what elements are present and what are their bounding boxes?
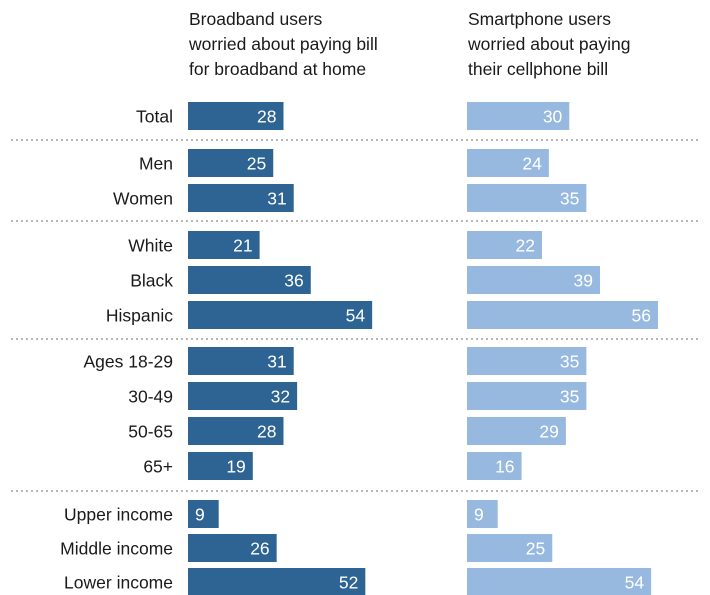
bar (467, 417, 566, 445)
data-label: 35 (560, 387, 579, 407)
data-label: 39 (574, 271, 593, 291)
category-label: Middle income (60, 539, 173, 559)
data-label: 22 (516, 236, 535, 256)
bar (188, 149, 274, 177)
data-label: 30 (543, 107, 563, 127)
bar (188, 417, 284, 445)
data-label: 54 (625, 573, 645, 593)
panel-header-line: Broadband users (189, 9, 323, 29)
data-label: 19 (226, 457, 245, 477)
category-label: Women (113, 189, 173, 209)
data-label: 21 (233, 236, 252, 256)
data-label: 36 (284, 271, 303, 291)
bar (188, 452, 253, 480)
data-label: 28 (257, 107, 276, 127)
category-label: Men (139, 154, 173, 174)
panel-header-line: for broadband at home (189, 59, 366, 79)
category-label: Black (130, 271, 173, 291)
bar (188, 382, 298, 410)
bar (467, 452, 522, 480)
category-label: White (128, 236, 173, 256)
bar (467, 231, 543, 259)
data-label: 25 (247, 154, 266, 174)
bar (188, 184, 294, 212)
category-label: 50-65 (128, 422, 173, 442)
data-label: 32 (271, 387, 290, 407)
bars (188, 102, 658, 595)
bar (188, 534, 277, 562)
bar (467, 382, 587, 410)
bar (467, 534, 553, 562)
bar (188, 231, 260, 259)
data-label: 9 (474, 505, 484, 525)
value-labels: 2825312136543132281992652302435223956353… (195, 107, 651, 593)
category-labels: Total Men Women White Black Hispanic Ages 18-2… (60, 107, 173, 593)
data-label: 56 (631, 306, 650, 326)
category-label: 65+ (143, 457, 173, 477)
data-label: 26 (250, 539, 269, 559)
data-label: 25 (526, 539, 545, 559)
bar (467, 301, 658, 329)
panel-headers: Broadband users worried about paying bill… (188, 9, 630, 79)
panel-header-2: Smartphone users worried about paying thei… (467, 9, 630, 79)
data-label: 9 (195, 505, 205, 525)
data-label: 16 (495, 457, 514, 477)
panel-header-line: their cellphone bill (468, 59, 608, 79)
bar (188, 301, 373, 329)
category-label: Hispanic (106, 306, 173, 326)
data-label: 28 (257, 422, 276, 442)
bar (467, 149, 549, 177)
bar (188, 347, 294, 375)
bar (188, 568, 366, 595)
data-label: 31 (267, 189, 286, 209)
data-label: 54 (346, 306, 366, 326)
bar (467, 568, 652, 595)
data-label: 31 (267, 352, 286, 372)
panel-header-line: worried about paying (467, 34, 630, 54)
data-label: 29 (539, 422, 558, 442)
panel-header-line: Smartphone users (468, 9, 611, 29)
data-label: 35 (560, 352, 579, 372)
bar (188, 266, 311, 294)
bar (467, 266, 600, 294)
bar (188, 500, 219, 528)
category-label: Total (136, 107, 173, 127)
category-label: Upper income (64, 505, 173, 525)
panel-header-1: Broadband users worried about paying bill… (188, 9, 378, 79)
bar (467, 102, 570, 130)
bar (188, 102, 284, 130)
panel-header-line: worried about paying bill (188, 34, 378, 54)
category-label: Ages 18-29 (83, 352, 173, 372)
bar (467, 184, 587, 212)
category-label: 30-49 (128, 387, 173, 407)
data-label: 24 (522, 154, 542, 174)
data-label: 35 (560, 189, 579, 209)
bar (467, 347, 587, 375)
category-label: Lower income (64, 573, 173, 593)
data-label: 52 (339, 573, 358, 593)
bar (467, 500, 498, 528)
